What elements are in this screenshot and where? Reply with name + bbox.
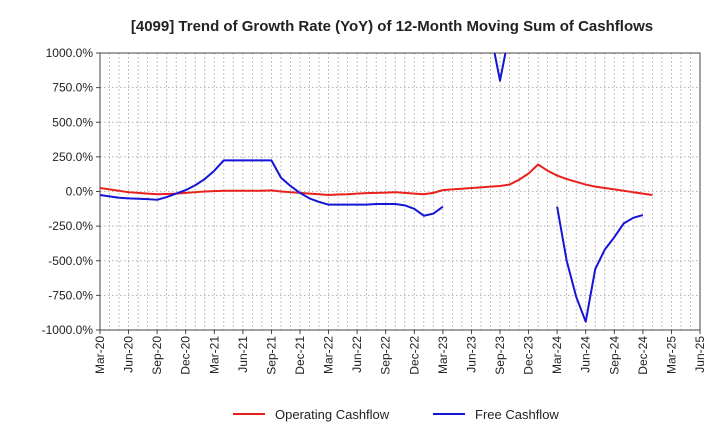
chart-title: [4099] Trend of Growth Rate (YoY) of 12-… xyxy=(131,18,653,35)
y-tick-label: 500.0% xyxy=(52,115,93,129)
x-tick-label: Jun-20 xyxy=(122,336,136,373)
x-tick-label: Jun-25 xyxy=(693,336,707,373)
x-tick-label: Mar-21 xyxy=(207,336,221,374)
y-tick-label: 1000.0% xyxy=(46,46,94,60)
x-tick-label: Dec-23 xyxy=(522,336,536,375)
x-tick-label: Mar-25 xyxy=(664,336,678,374)
x-tick-label: Dec-24 xyxy=(636,336,650,375)
x-tick-label: Mar-22 xyxy=(322,336,336,374)
x-axis: Mar-20 Jun-20 Sep-20 Dec-20 Mar-21 Jun-21 Sep-… xyxy=(93,330,707,375)
x-tick-label: Sep-23 xyxy=(493,336,507,375)
y-tick-label: -500.0% xyxy=(48,254,93,268)
y-tick-label: -750.0% xyxy=(48,288,93,302)
x-tick-label: Sep-24 xyxy=(607,336,621,375)
legend: Operating Cashflow Free Cashflow xyxy=(233,407,559,422)
x-tick-label: Mar-23 xyxy=(436,336,450,374)
x-tick-label: Sep-22 xyxy=(379,336,393,375)
x-tick-label: Jun-21 xyxy=(236,336,250,373)
x-tick-label: Sep-20 xyxy=(150,336,164,375)
x-tick-label: Jun-24 xyxy=(579,336,593,373)
y-axis: 1000.0% 750.0% 500.0% 250.0% 0.0% -250.0% -500… xyxy=(42,46,100,337)
x-tick-label: Jun-22 xyxy=(350,336,364,373)
x-tick-label: Sep-21 xyxy=(264,336,278,375)
legend-label-operating-cashflow: Operating Cashflow xyxy=(275,407,390,422)
x-tick-label: Dec-21 xyxy=(293,336,307,375)
y-tick-label: 0.0% xyxy=(66,185,94,199)
legend-label-free-cashflow: Free Cashflow xyxy=(475,407,559,422)
y-tick-label: 750.0% xyxy=(52,81,93,95)
x-tick-label: Dec-20 xyxy=(179,336,193,375)
y-tick-label: 250.0% xyxy=(52,150,93,164)
y-tick-label: -1000.0% xyxy=(42,323,94,337)
x-tick-label: Dec-22 xyxy=(407,336,421,375)
x-tick-label: Mar-24 xyxy=(550,336,564,374)
grid xyxy=(99,52,701,331)
series-layer xyxy=(100,53,653,323)
x-tick-label: Mar-20 xyxy=(93,336,107,374)
x-tick-label: Jun-23 xyxy=(464,336,478,373)
series-line-free-cashflow xyxy=(100,53,644,323)
y-tick-label: -250.0% xyxy=(48,219,93,233)
series-line-operating-cashflow xyxy=(100,163,653,196)
